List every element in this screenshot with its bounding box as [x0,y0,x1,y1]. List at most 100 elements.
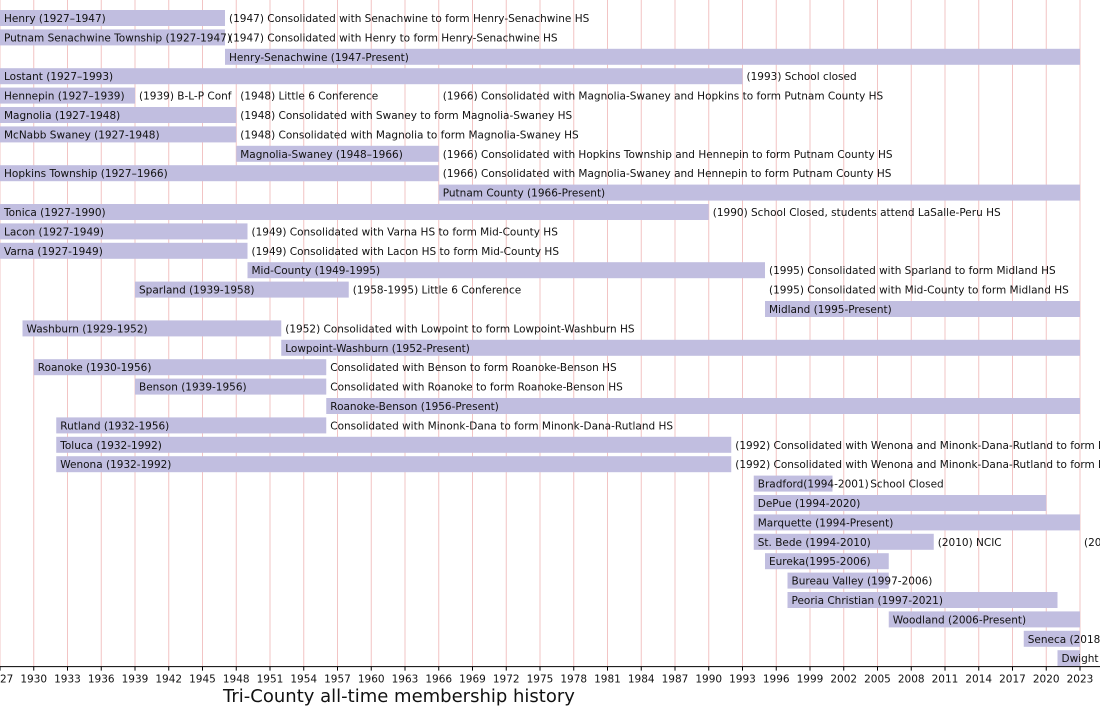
x-tick-label: 1927 [0,674,13,686]
bar-label: Hennepin (1927–1939) [4,91,125,103]
x-tick-label: 1972 [493,674,520,686]
bar [0,165,439,182]
bar-label: Seneca (2018-Present) [1028,634,1100,646]
bar [438,184,1080,201]
bar [0,223,248,240]
bars: Henry (1927–1947) (1947) Consolidated wit… [0,10,1100,667]
annotation: (1990) School Closed, students attend La… [713,207,1001,219]
bar-label: Woodland (2006-Present) [893,614,1026,626]
bar-label: Toluca (1932-1992) [59,440,162,452]
x-tick-label: 2023 [1067,674,1094,686]
x-tick-label: 2020 [1033,674,1060,686]
bar-label: Lacon (1927-1949) [4,226,104,238]
x-tick-label: 1936 [88,674,115,686]
bar [0,242,248,259]
annotation: (1947) Consolidated with Senachwine to f… [229,13,590,25]
bar-label: Roanoke-Benson (1956-Present) [330,401,499,413]
x-tick-label: 1957 [324,674,351,686]
bar [56,417,327,434]
bar-label: Mid-County (1949-1995) [252,265,381,277]
bar-label: Washburn (1929-1952) [27,323,148,335]
bar-label: Magnolia-Swaney (1948–1966) [240,149,403,161]
x-tick-label: 2011 [932,674,959,686]
bar [56,436,732,453]
annotation: Consolidated with Roanoke to form Roanok… [330,382,623,394]
bar [281,339,1080,356]
bar [765,553,889,570]
bar [56,456,732,473]
x-tick-label: 1933 [54,674,81,686]
bar [0,126,237,143]
x-tick-label: 1975 [527,674,554,686]
x-tick-label: 2008 [898,674,925,686]
bar-label: Hopkins Township (1927–1966) [4,168,168,180]
bar-label: DePue (1994-2020) [758,498,861,510]
bar-label: Benson (1939-1956) [139,382,247,394]
annotation: (1958-1995) Little 6 Conference [353,285,522,297]
annotation: (1995) Consolidated with Mid-County to f… [769,285,1069,297]
x-tick-label: 1945 [189,674,216,686]
annotation: (1939) B-L-P Conf [139,91,232,103]
bar [0,87,135,104]
annotation: (1948) Little 6 Conference [240,91,378,103]
x-tick-label: 2014 [965,674,992,686]
bar [225,48,1080,65]
annotation: (1952) Consolidated with Lowpoint to for… [285,323,635,335]
bar [1023,630,1080,647]
bar-label: Midland (1995-Present) [769,304,892,316]
bar [787,572,889,589]
x-tick-label: 1999 [797,674,824,686]
x-tick-label: 1942 [155,674,182,686]
x-tick-label: 1969 [459,674,486,686]
bar [0,204,709,220]
x-tick-label: 2017 [999,674,1026,686]
bar-label: St. Bede (1994-2010) [758,537,871,549]
x-tick-label: 1987 [662,674,689,686]
bar [753,533,934,550]
bar [753,475,833,492]
annotation: (2010) NCIC [938,537,1002,549]
bar-label: McNabb Swaney (1927-1948) [4,129,160,141]
bar [765,301,1080,317]
bar [22,320,282,337]
bar-label: Henry (1927–1947) [4,13,106,25]
annotation: (1995) Consolidated with Sparland to for… [769,265,1056,277]
bar [0,10,225,26]
bar [135,281,349,298]
bar [0,107,237,123]
bar [888,611,1080,628]
annotation: (1949) Consolidated with Varna HS to for… [252,226,559,238]
x-tick-label: 1978 [560,674,587,686]
annotation: (1993) School closed [747,71,857,83]
x-tick-label: 1966 [425,674,452,686]
annotation: (1948) Consolidated with Magnolia to for… [240,129,579,141]
annotation: (1948) Consolidated with Swaney to form … [240,110,572,122]
bar-label: Dwight (2021-Present) [1062,653,1100,665]
chart-title: Tri-County all-time membership history [222,686,575,707]
x-tick-label: 1960 [358,674,385,686]
bar [135,378,327,395]
x-tick-label: 1951 [257,674,284,686]
bar [787,592,1058,608]
annotation: (20 [1084,537,1100,549]
bar-label: Wenona (1932-1992) [60,459,171,471]
annotation: (1949) Consolidated with Lacon HS to for… [252,246,560,258]
x-tick-label: 1990 [695,674,722,686]
x-tick-label: 2002 [830,674,857,686]
x-axis: 1927 1930 1933 1936 1939 1942 1945 1948 1951 1954… [0,666,1100,686]
bar-label: Putnam County (1966-Present) [443,188,605,200]
annotation: (1966) Consolidated with Hopkins Townshi… [443,149,893,161]
bar [33,359,327,376]
annotation: Consolidated with Minonk-Dana to form Mi… [330,420,673,432]
x-tick-label: 1939 [122,674,149,686]
bar [236,145,439,162]
annotation: (1966) Consolidated with Magnolia-Swaney… [443,91,884,103]
bar-label: Lowpoint-Washburn (1952-Present) [285,343,470,355]
x-tick-label: 1963 [392,674,419,686]
x-tick-label: 1954 [290,674,317,686]
x-tick-label: 1993 [729,674,756,686]
bar [326,398,1080,414]
annotation: (1992) Consolidated with Wenona and Mino… [735,459,1100,471]
